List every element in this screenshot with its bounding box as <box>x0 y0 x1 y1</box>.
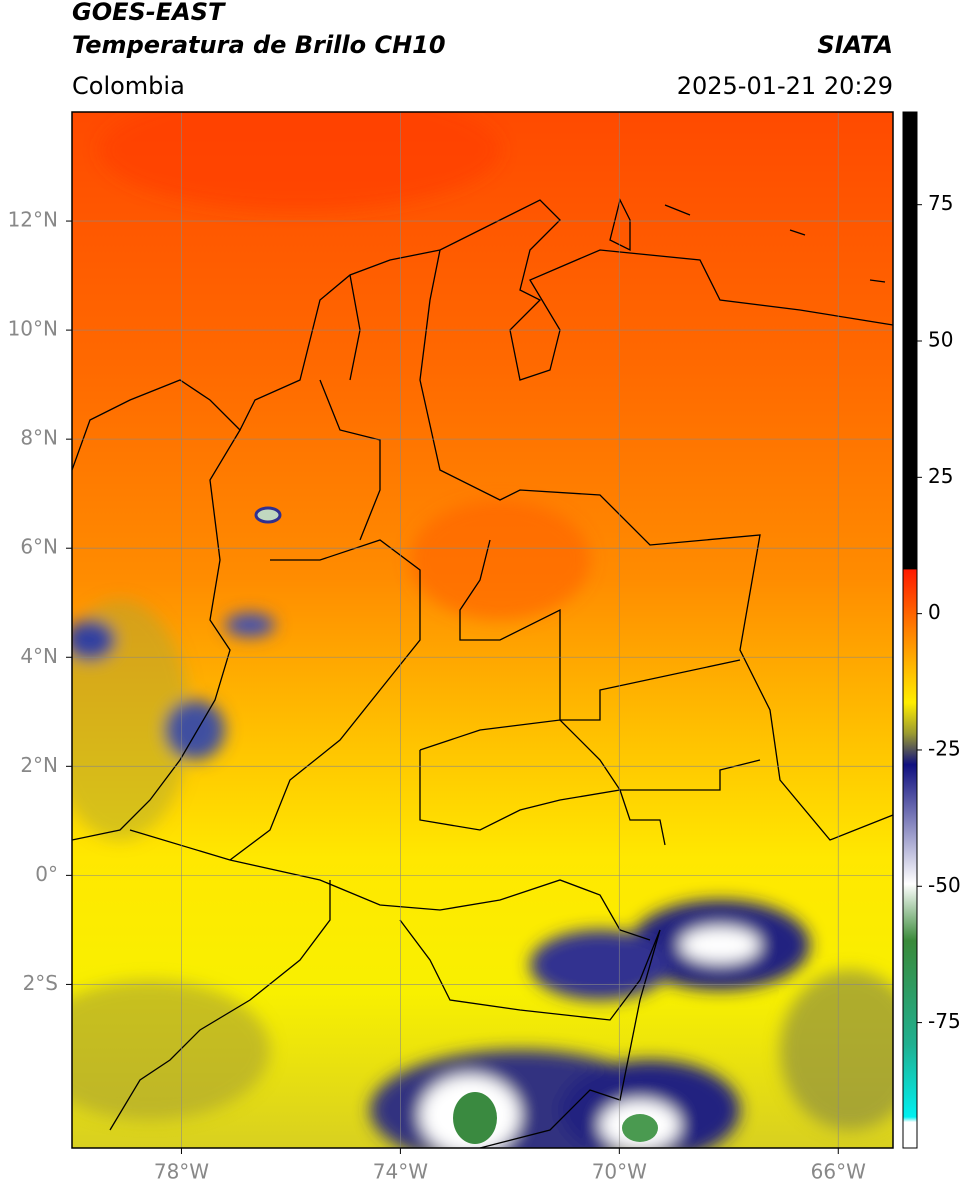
y-tick-label: 2°S <box>23 971 58 995</box>
x-tick-label: 66°W <box>811 1160 866 1184</box>
colorbar-tick-label: 75 <box>928 191 953 215</box>
y-tick-label: 8°N <box>20 426 58 450</box>
x-tick-label: 74°W <box>373 1160 428 1184</box>
colorbar-tick-label: -75 <box>928 1009 961 1033</box>
colorbar-tick-label: 25 <box>928 464 953 488</box>
region: Colombia <box>72 72 185 100</box>
grid <box>72 112 893 1148</box>
colorbar-tick-label: 50 <box>928 328 953 352</box>
source: SIATA <box>817 31 893 59</box>
y-tick-label: 4°N <box>20 644 58 668</box>
y-tick-label: 12°N <box>8 208 58 232</box>
y-tick-label: 10°N <box>8 317 58 341</box>
subtitle: Temperatura de Brillo CH10 <box>72 31 446 59</box>
y-tick-label: 0° <box>35 862 58 886</box>
colorbar-tick-label: 0 <box>928 600 941 624</box>
x-tick-label: 70°W <box>592 1160 647 1184</box>
map-frame <box>71 111 894 1149</box>
title: GOES-EAST <box>72 0 226 26</box>
x-tick-label: 78°W <box>154 1160 209 1184</box>
colorbar-tick-label: -25 <box>928 736 961 760</box>
colorbar-tick-label: -50 <box>928 873 961 897</box>
datetime: 2025-01-21 20:29 <box>677 72 893 100</box>
y-tick-label: 6°N <box>20 535 58 559</box>
y-tick-label: 2°N <box>20 753 58 777</box>
colorbar <box>902 111 918 1149</box>
satellite-image <box>72 112 893 1148</box>
